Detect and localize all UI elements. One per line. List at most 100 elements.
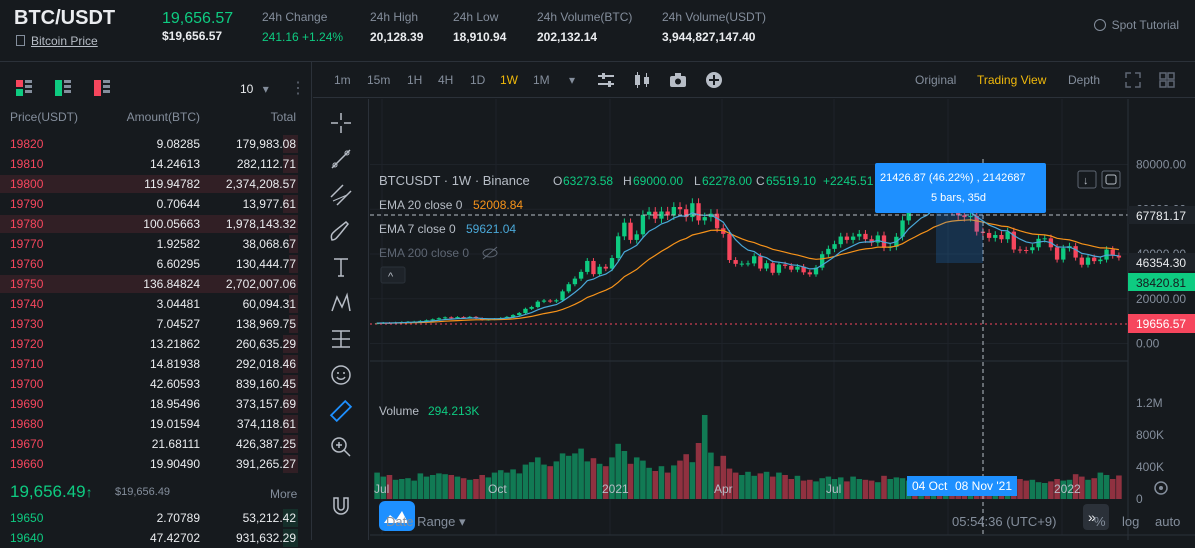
pattern-icon[interactable] — [329, 291, 353, 315]
ask-row[interactable]: 19680 19.01594 374,118.61 — [0, 414, 312, 434]
maximize-icon — [1105, 174, 1117, 185]
volume-bar — [1060, 480, 1067, 499]
ruler-icon[interactable] — [329, 399, 353, 423]
timeframe-1d[interactable]: 1D — [470, 73, 486, 87]
volume-bar — [497, 470, 504, 499]
crosshair-icon[interactable] — [329, 111, 353, 135]
ask-row[interactable]: 19730 7.04527 138,969.75 — [0, 314, 312, 334]
ask-row[interactable]: 19810 14.24613 282,112.71 — [0, 154, 312, 174]
svg-text:69000.00: 69000.00 — [633, 174, 683, 188]
candle-body — [906, 205, 911, 221]
volume-bar — [1091, 478, 1097, 499]
volume-bar — [633, 457, 640, 499]
bid-row[interactable]: 19650 2.70789 53,212.42 — [0, 508, 312, 528]
timeframe-15m[interactable]: 15m — [367, 73, 391, 87]
timeframe-4h[interactable]: 4H — [438, 73, 454, 87]
candle-body — [1085, 257, 1091, 265]
volume-bar — [782, 475, 788, 499]
camera-icon[interactable] — [669, 72, 687, 88]
log-scale-toggle[interactable]: log — [1122, 514, 1140, 529]
volume-bar — [807, 479, 813, 499]
trend-line-icon[interactable] — [329, 147, 353, 171]
percent-scale-toggle[interactable]: % — [1094, 514, 1106, 529]
volume-bar — [374, 472, 380, 499]
candle-body — [591, 260, 596, 275]
depth-select[interactable]: 10 ▾ — [240, 82, 269, 96]
timeframe-1mo[interactable]: 1M — [533, 73, 550, 87]
candles-icon[interactable] — [633, 71, 651, 89]
coin-info-label: Bitcoin Price — [31, 34, 98, 48]
zoom-in-icon[interactable] — [329, 435, 353, 459]
ask-row[interactable]: 19710 14.81938 292,018.46 — [0, 354, 312, 374]
ask-row[interactable]: 19670 21.68111 426,387.25 — [0, 434, 312, 454]
measure-range-icon[interactable] — [329, 327, 353, 351]
both-sides-icon[interactable] — [16, 80, 32, 96]
ask-row[interactable]: 19820 9.08285 179,983.08 — [0, 134, 312, 154]
view-original[interactable]: Original — [915, 73, 957, 87]
volume-bar — [819, 478, 825, 499]
more-options-icon[interactable]: ⋮ — [290, 80, 306, 97]
ask-row[interactable]: 19700 42.60593 839,160.45 — [0, 374, 312, 394]
candle-body — [684, 209, 689, 218]
price-tag-mid: 46354.30 — [1128, 253, 1195, 271]
text-tool-icon[interactable] — [329, 255, 353, 279]
ask-row[interactable]: 19750 136.84824 2,702,007.06 — [0, 274, 312, 294]
scroll-right-button[interactable]: » — [1083, 504, 1109, 530]
fullscreen-icon[interactable] — [1125, 72, 1141, 88]
candle-body — [603, 266, 608, 269]
view-depth[interactable]: Depth — [1068, 73, 1101, 87]
volume-bar — [442, 474, 448, 499]
parallel-channel-icon[interactable] — [329, 183, 353, 207]
candle-body — [1110, 249, 1115, 256]
ask-row[interactable]: 19790 0.70644 13,977.61 — [0, 194, 312, 214]
ask-row[interactable]: 19690 18.95496 373,157.69 — [0, 394, 312, 414]
candle-body — [665, 211, 670, 216]
date-range-button[interactable]: Date Range ▾ — [386, 514, 466, 529]
coin-info-link[interactable]: Bitcoin Price — [16, 34, 98, 48]
emoji-icon[interactable] — [329, 363, 353, 387]
ask-row[interactable]: 19660 19.90490 391,265.27 — [0, 454, 312, 474]
ask-row[interactable]: 19760 6.60295 130,444.77 — [0, 254, 312, 274]
ask-row[interactable]: 19770 1.92582 38,068.67 — [0, 234, 312, 254]
collapse-legend-button[interactable]: ^ — [380, 266, 406, 284]
add-indicator-icon[interactable] — [705, 71, 723, 89]
spot-tutorial-link[interactable]: Spot Tutorial — [1093, 18, 1179, 32]
candle-body — [770, 263, 775, 273]
more-button[interactable]: More — [270, 487, 298, 501]
depth-bar — [289, 295, 298, 313]
timeframe-1h[interactable]: 1H — [407, 73, 423, 87]
row-total: 391,265.27 — [235, 457, 296, 471]
volume-bar — [720, 455, 727, 499]
pair-title[interactable]: BTC/USDT — [14, 7, 116, 29]
timeframe-1w[interactable]: 1W — [500, 73, 518, 87]
settings-sliders-icon[interactable] — [597, 72, 615, 88]
volume-bar — [559, 453, 566, 499]
magnet-icon[interactable] — [329, 494, 353, 518]
view-trading-view[interactable]: Trading View — [977, 73, 1047, 87]
layout-grid-icon[interactable] — [1159, 72, 1175, 88]
chart-panel: 1m 15m 1H 4H 1D 1W 1M ▾ Original Trading… — [313, 62, 1195, 540]
chart-settings-gear-icon[interactable] — [1154, 481, 1168, 495]
auto-scale-toggle[interactable]: auto — [1155, 514, 1181, 529]
volume-bar — [578, 448, 584, 499]
brush-icon[interactable] — [329, 219, 353, 243]
candle-body — [875, 235, 880, 243]
row-price: 19640 — [10, 531, 44, 545]
eye-hidden-icon[interactable] — [482, 246, 498, 260]
ema20-legend-label: EMA 20 close 0 — [379, 198, 463, 212]
volume-bar — [584, 461, 591, 499]
asks-only-icon[interactable] — [94, 80, 110, 96]
ask-row[interactable]: 19740 3.04481 60,094.31 — [0, 294, 312, 314]
ask-row[interactable]: 19720 13.21862 260,635.29 — [0, 334, 312, 354]
candle-body — [597, 266, 602, 275]
candle-body — [801, 266, 806, 273]
timeframe-1m[interactable]: 1m — [334, 73, 351, 87]
candle-body — [504, 316, 510, 318]
bid-row[interactable]: 19640 47.42702 931,632.29 — [0, 528, 312, 548]
legend-buttons[interactable]: ↓ — [1077, 170, 1121, 189]
ask-row[interactable]: 19800 119.94782 2,374,208.57 — [0, 174, 312, 194]
timeframe-more-chevron-icon[interactable]: ▾ — [569, 73, 576, 87]
ask-row[interactable]: 19780 100.05663 1,978,143.32 — [0, 214, 312, 234]
bids-only-icon[interactable] — [55, 80, 71, 96]
